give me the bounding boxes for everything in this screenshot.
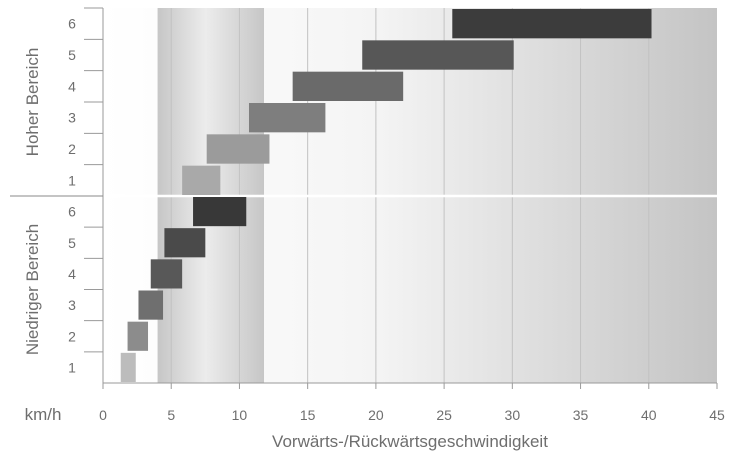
bar-high-gear-2 [206, 134, 270, 164]
group-label: Niedriger Bereich [23, 224, 42, 355]
gear-label: 6 [68, 204, 76, 220]
bar-low-gear-2 [127, 321, 149, 351]
x-axis: 0 5 10 15 20 25 30 35 40 45 [99, 382, 725, 423]
x-tick-label: 0 [99, 407, 107, 423]
gear-label: 1 [68, 359, 76, 375]
x-tick-label: 10 [232, 407, 248, 423]
gear-label: 3 [68, 110, 76, 126]
bar-high-gear-1 [182, 165, 221, 195]
bar-low-gear-5 [164, 228, 206, 258]
x-axis-label: Vorwärts-/Rückwärtsgeschwindigkeit [272, 432, 548, 451]
bar-low-gear-3 [138, 290, 164, 320]
y-axis: 1 2 3 4 5 6 Hoher Bereich 1 2 3 4 5 6 Niedriger Berei… [10, 7, 104, 383]
x-tick-label: 30 [505, 407, 521, 423]
gear-label: 1 [68, 172, 76, 188]
x-tick-label: 20 [368, 407, 384, 423]
gear-label: 2 [68, 328, 76, 344]
x-tick-label: 25 [436, 407, 452, 423]
x-tick-label: 35 [573, 407, 589, 423]
bar-low-gear-6 [193, 197, 247, 227]
gear-label: 4 [68, 78, 76, 94]
bar-low-gear-1 [120, 352, 136, 382]
bar-low-gear-4 [150, 259, 183, 289]
bar-high-gear-3 [248, 103, 326, 133]
bar-high-gear-6 [452, 9, 652, 39]
gear-label: 4 [68, 266, 76, 282]
bar-high-gear-4 [292, 71, 404, 101]
gear-label: 6 [68, 16, 76, 32]
bar-high-gear-5 [362, 40, 514, 70]
x-tick-label: 40 [641, 407, 657, 423]
gear-label: 2 [68, 141, 76, 157]
gridlines [103, 8, 717, 383]
x-tick-label: 15 [300, 407, 316, 423]
gear-label: 5 [68, 235, 76, 251]
group-label: Hoher Bereich [23, 48, 42, 157]
x-tick-label: 45 [709, 407, 725, 423]
bars [120, 9, 652, 382]
unit-label: km/h [25, 405, 62, 424]
gear-label: 3 [68, 297, 76, 313]
gear-label: 5 [68, 47, 76, 63]
x-tick-label: 5 [167, 407, 175, 423]
